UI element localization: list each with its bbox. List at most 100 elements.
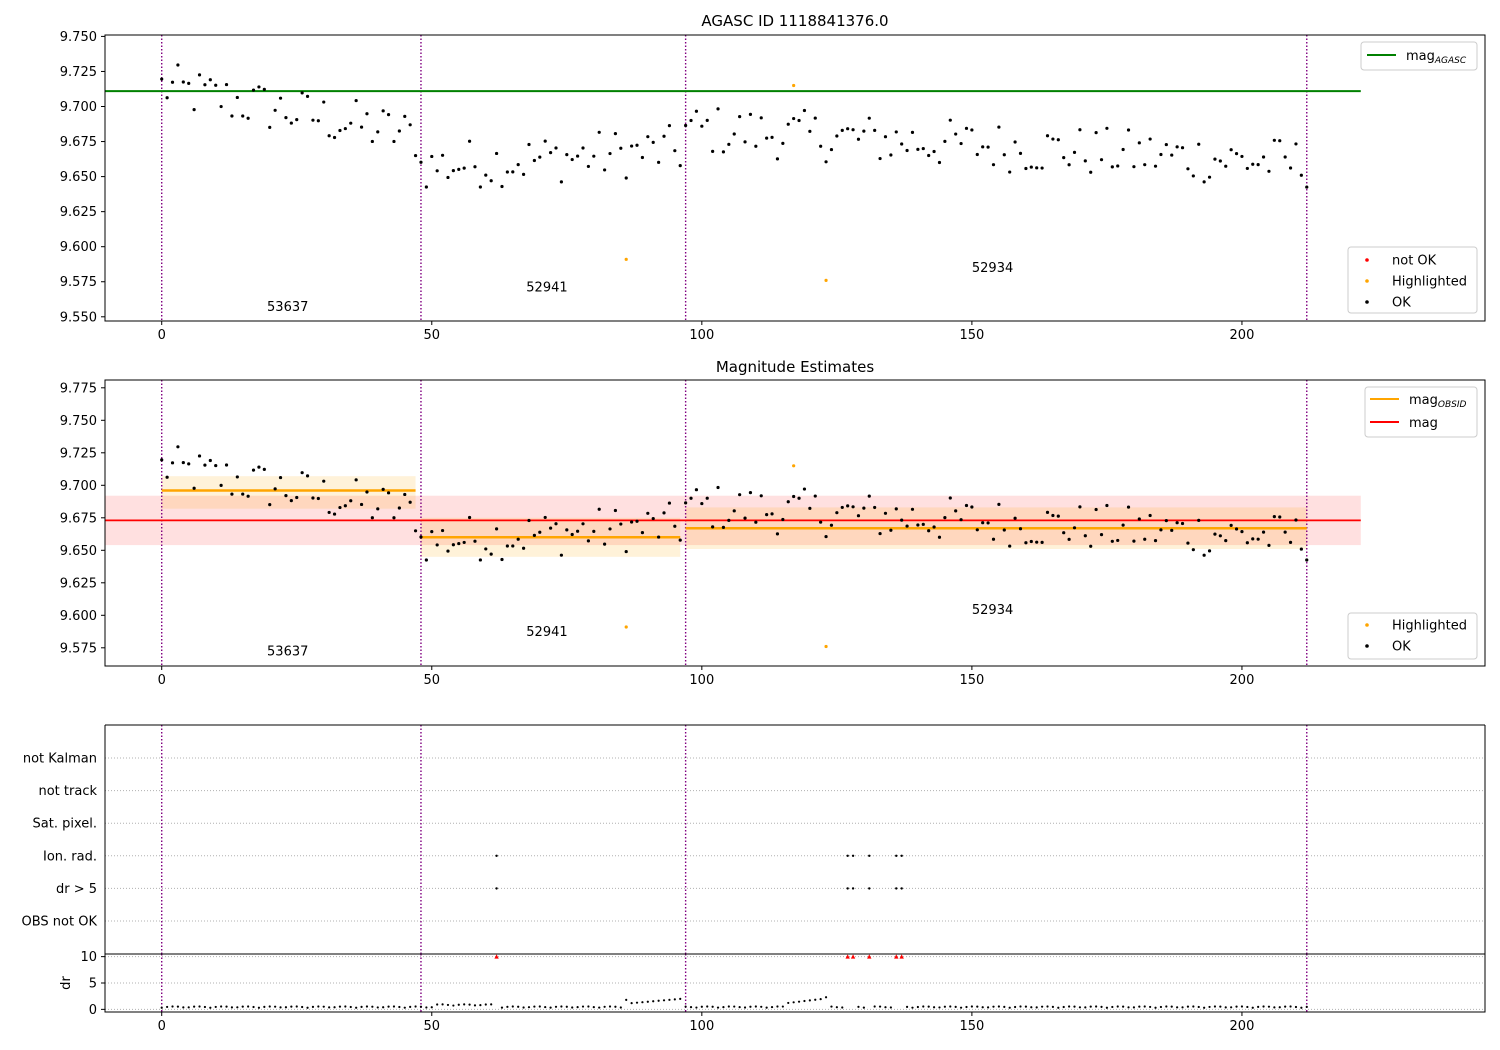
dr-point	[355, 1006, 358, 1009]
ok-point	[970, 505, 974, 509]
dr-point	[614, 1005, 617, 1008]
ok-point	[981, 145, 985, 149]
ok-point	[1164, 519, 1168, 523]
ok-point	[478, 185, 482, 189]
ok-point	[813, 494, 817, 498]
ok-point	[1229, 148, 1233, 152]
dr-point	[922, 1005, 925, 1008]
ok-point	[1245, 166, 1249, 171]
dr-point	[306, 1006, 309, 1009]
ok-point	[619, 146, 623, 150]
ok-point	[1272, 515, 1276, 519]
ok-point	[1218, 534, 1222, 538]
ok-point	[932, 149, 936, 154]
ok-point	[613, 132, 618, 136]
ok-point	[413, 153, 418, 158]
ok-point	[678, 538, 682, 542]
ok-point	[792, 116, 796, 121]
dr-point	[598, 1006, 601, 1009]
dr-point	[1078, 1006, 1082, 1009]
dr-capped-marker	[494, 954, 499, 959]
ok-point	[1110, 165, 1114, 169]
ok-point	[311, 496, 315, 500]
ok-point	[516, 163, 520, 167]
dr-point	[959, 1006, 963, 1009]
dr-point	[889, 1006, 892, 1009]
flag-point	[846, 854, 849, 857]
dr-point	[1057, 1006, 1060, 1009]
dr-point	[619, 1006, 622, 1009]
ok-point	[570, 157, 574, 162]
ok-point	[322, 479, 326, 483]
ok-point	[813, 116, 817, 120]
ok-point	[1051, 137, 1055, 141]
ok-point	[176, 63, 180, 67]
ok-point	[808, 129, 812, 133]
y-tick-label: 9.625	[60, 576, 97, 591]
ok-point	[576, 154, 580, 158]
dr-point	[830, 1005, 833, 1008]
ok-point	[937, 160, 942, 165]
dr-point	[565, 1005, 568, 1008]
ok-point	[1213, 157, 1217, 161]
ok-point	[538, 155, 542, 159]
y-tick-label: 9.575	[60, 275, 97, 290]
ok-point	[878, 156, 882, 161]
dr-point	[176, 1005, 180, 1008]
dr-point	[403, 1006, 406, 1009]
ok-point	[981, 521, 985, 525]
ok-point	[446, 549, 450, 553]
ok-point	[559, 180, 563, 184]
ok-point	[457, 167, 461, 171]
ok-point	[284, 116, 288, 120]
ok-point	[181, 80, 185, 84]
ok-point	[986, 521, 990, 525]
ok-point	[592, 154, 596, 158]
ok-point	[943, 516, 947, 520]
ok-point	[305, 94, 310, 98]
x-tick-label: 50	[423, 673, 440, 688]
ok-point	[905, 148, 909, 153]
flag-point	[495, 854, 498, 857]
dr-point	[1165, 1005, 1168, 1008]
ok-point	[975, 528, 979, 532]
ok-point	[484, 547, 488, 551]
dr-point	[716, 1006, 720, 1009]
dr-point	[689, 1006, 693, 1009]
y-tick-label: 9.775	[60, 381, 97, 396]
ok-point	[494, 527, 499, 531]
ok-point	[430, 154, 434, 159]
dr-point	[635, 1001, 639, 1004]
y-tick-label: 9.750	[60, 414, 97, 429]
dr-point	[338, 1005, 342, 1008]
ok-point	[257, 465, 261, 469]
ok-point	[997, 502, 1001, 506]
dr-point	[727, 1005, 730, 1008]
dr-point	[932, 1006, 936, 1009]
legend-mag-label: mag	[1409, 416, 1438, 431]
dr-point	[808, 999, 811, 1002]
dr-point	[457, 1003, 460, 1006]
dr-point	[463, 1003, 466, 1006]
ok-point	[305, 474, 310, 478]
dr-point	[182, 1006, 185, 1009]
ok-point	[338, 128, 342, 133]
chart-title: AGASC ID 1118841376.0	[701, 12, 888, 30]
dr-point	[927, 1005, 930, 1008]
dr-point	[835, 1006, 838, 1009]
ok-point	[187, 462, 191, 466]
dr-point	[986, 1006, 990, 1009]
ok-point	[565, 528, 569, 532]
dr-point	[1305, 1005, 1308, 1008]
ok-point	[802, 487, 807, 491]
dr-panel: 0 5 10 dr 0 50 100 150 200	[59, 950, 1486, 1034]
ok-point	[559, 553, 563, 557]
dr-point	[1068, 1005, 1071, 1008]
ok-point	[268, 125, 272, 129]
ok-point	[716, 107, 720, 111]
ok-point	[376, 130, 380, 134]
ok-point	[208, 78, 212, 82]
dr-point	[581, 1005, 585, 1008]
ok-point	[635, 143, 639, 147]
dr-point	[857, 1005, 860, 1008]
